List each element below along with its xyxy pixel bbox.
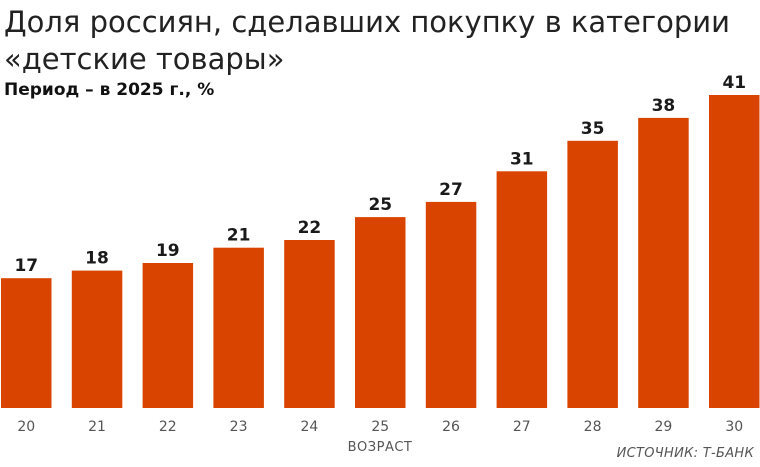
value-label-23: 21 <box>227 226 251 246</box>
x-axis-label: ВОЗРАСТ <box>347 440 413 455</box>
value-label-22: 19 <box>156 241 180 261</box>
value-label-20: 17 <box>14 256 38 276</box>
x-tick-label-28: 28 <box>584 419 602 435</box>
x-tick-label-27: 27 <box>513 419 531 435</box>
bar-30 <box>709 95 760 408</box>
bar-28 <box>567 140 618 409</box>
chart-subtitle: Период – в 2025 г., % <box>4 80 215 100</box>
value-label-29: 38 <box>652 96 676 116</box>
bar-21 <box>71 270 123 408</box>
x-tick-label-30: 30 <box>725 419 743 435</box>
value-label-21: 18 <box>85 249 109 269</box>
x-tick-label-21: 21 <box>88 419 106 435</box>
chart-title: Доля россиян, сделавших покупку в катего… <box>4 5 730 76</box>
value-label-30: 41 <box>722 73 746 93</box>
bar-24 <box>284 240 335 408</box>
x-tick-label-22: 22 <box>159 419 177 435</box>
value-label-27: 31 <box>510 149 534 169</box>
bar-22 <box>142 263 194 408</box>
x-tick-label-26: 26 <box>442 419 460 435</box>
x-tick-label-29: 29 <box>654 419 672 435</box>
value-label-26: 27 <box>439 180 463 200</box>
bar-23 <box>213 247 264 408</box>
bar-26 <box>425 201 477 408</box>
bar-27 <box>496 171 548 408</box>
value-label-24: 22 <box>298 218 322 238</box>
x-tick-label-23: 23 <box>230 419 248 435</box>
source-note: ИСТОЧНИК: Т-БАНК <box>616 446 754 461</box>
x-tick-label-20: 20 <box>17 419 35 435</box>
bar-20 <box>1 278 52 408</box>
value-label-25: 25 <box>368 195 392 215</box>
bar-25 <box>355 217 406 408</box>
bar-29 <box>638 117 689 409</box>
x-tick-label-25: 25 <box>371 419 389 435</box>
value-label-28: 35 <box>581 119 605 139</box>
x-tick-label-24: 24 <box>300 419 318 435</box>
